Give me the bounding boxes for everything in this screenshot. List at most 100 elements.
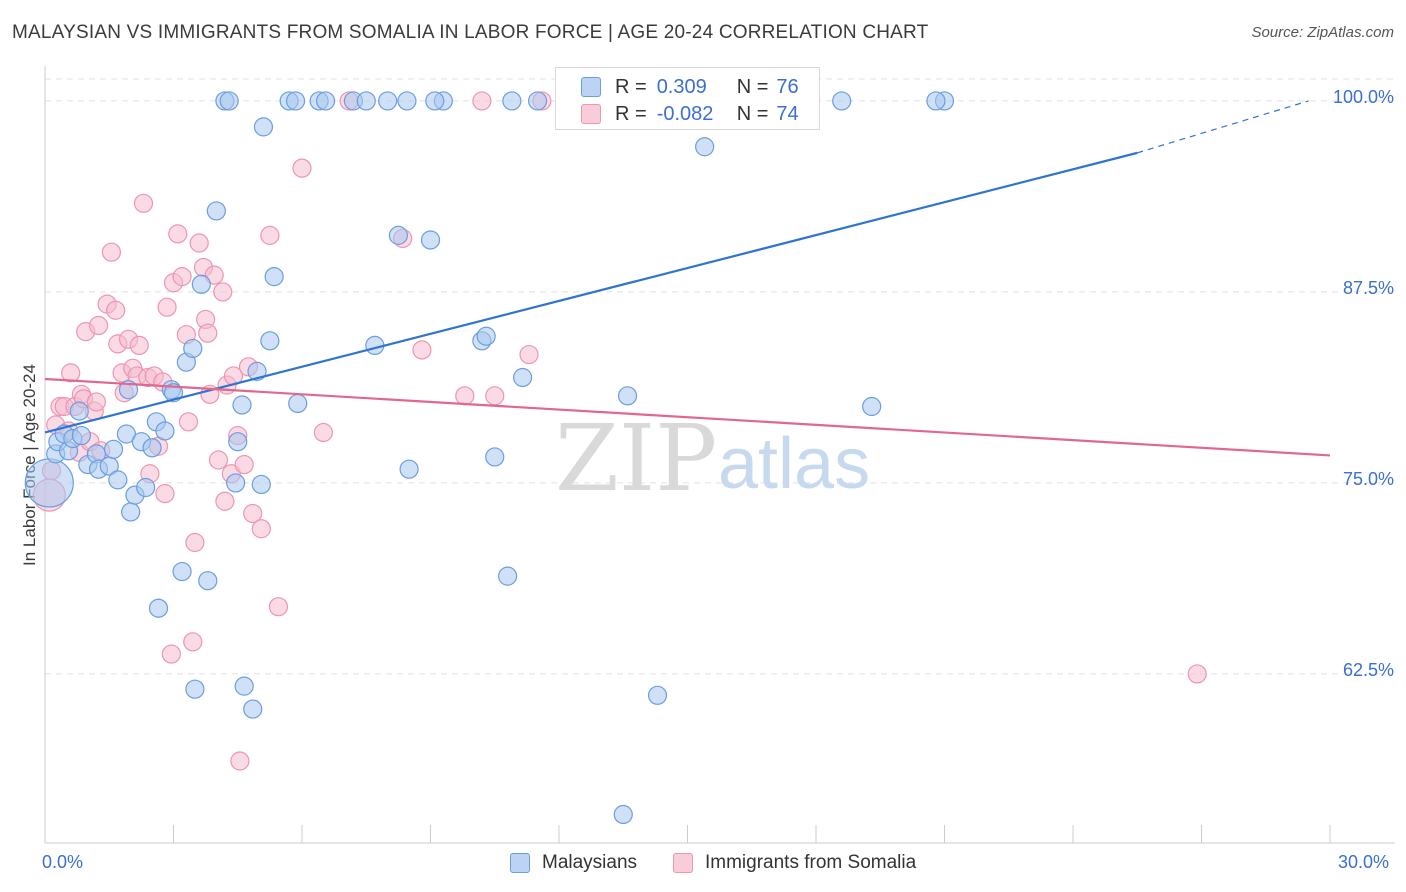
data-point [251,519,271,539]
data-point [61,363,81,383]
data-point [268,597,289,617]
watermark: ZIP atlas [555,405,870,512]
malaysians-legend-swatch [510,853,530,873]
legend-label-malaysians: Malaysians [542,852,638,873]
data-point [420,230,441,250]
data-point [378,91,398,111]
x-tick-label-max: 30.0% [1338,852,1390,872]
data-point [862,396,882,417]
data-point [512,367,533,388]
data-point [617,386,638,406]
data-point [183,632,203,652]
r-label: R = [615,102,647,125]
r-label: R = [615,75,647,98]
data-point [485,386,505,406]
data-point [288,393,308,414]
legend-row-malaysians: R = 0.309 N = 76 [581,75,799,99]
data-point [253,117,274,137]
data-point [183,338,203,359]
data-point [519,344,539,365]
malaysians-swatch [581,77,601,97]
data-point [260,331,280,351]
data-point [116,424,136,444]
gridlines [45,78,1395,675]
watermark-zip: ZIP [555,405,717,512]
data-point [189,233,209,253]
data-point [498,566,518,586]
y-tick-label: 62.5% [1342,660,1394,680]
data-point [243,699,263,719]
somalia-trend-line [44,377,1331,457]
data-point [313,422,334,443]
data-point [264,267,284,287]
data-point [191,274,211,294]
y-tick-label: 87.5% [1342,278,1394,298]
data-point [647,685,668,705]
data-point [315,91,336,111]
data-point [226,473,246,493]
data-point [178,412,199,432]
data-point [292,158,312,178]
data-point [155,421,175,441]
n-label: N = [736,75,769,98]
malaysians-r-value: 0.309 [656,75,707,98]
axes [44,66,1395,844]
y-tick-label: 75.0% [1342,469,1394,489]
data-point [232,395,252,415]
data-point [129,335,149,355]
data-point [926,91,946,111]
malaysians-trend-line [44,151,1138,434]
data-point [86,392,107,412]
n-label: N = [736,102,769,125]
data-point [168,224,188,244]
data-point [356,91,376,111]
data-point [157,297,177,317]
data-point [485,447,505,467]
malaysians-trend-extension [1137,100,1309,154]
data-point [502,91,522,111]
data-point [425,91,445,111]
data-point [472,91,492,111]
data-point [161,644,181,664]
data-point [230,751,250,771]
data-point [399,459,419,479]
data-point [397,91,417,111]
data-point [613,804,633,825]
somalia-r-value: -0.082 [656,102,714,125]
data-point [832,91,852,111]
data-point [136,477,156,498]
data-point [285,91,306,111]
data-point [148,598,169,618]
legend-label-somalia: Immigrants from Somalia [705,852,917,873]
data-point [695,137,715,157]
series-legend: Malaysians Immigrants from Somalia [0,852,1406,876]
data-point [172,561,192,582]
data-point [455,386,475,406]
data-point [101,242,121,262]
data-point [106,300,126,320]
malaysians-n-value: 76 [776,75,799,98]
data-point [103,439,124,459]
somalia-n-value: 74 [776,102,799,125]
data-point [388,225,408,245]
watermark-atlas: atlas [718,424,870,504]
data-point [24,458,74,508]
data-point [234,454,254,475]
data-point [234,676,254,696]
data-point [172,267,192,287]
data-point [1187,664,1207,684]
data-point [133,193,154,213]
data-point [251,474,271,495]
data-point [163,383,184,403]
data-point [69,401,89,421]
trend-lines [44,100,1331,457]
correlation-legend: R = 0.309 N = 76 R = -0.082 N = 74 [555,67,820,130]
data-point [142,438,162,458]
y-tick-label: 100.0% [1332,87,1394,107]
somalia-legend-swatch [673,853,693,873]
data-point [219,91,239,111]
data-point [185,679,205,699]
data-point [213,282,233,302]
data-point [108,470,128,490]
